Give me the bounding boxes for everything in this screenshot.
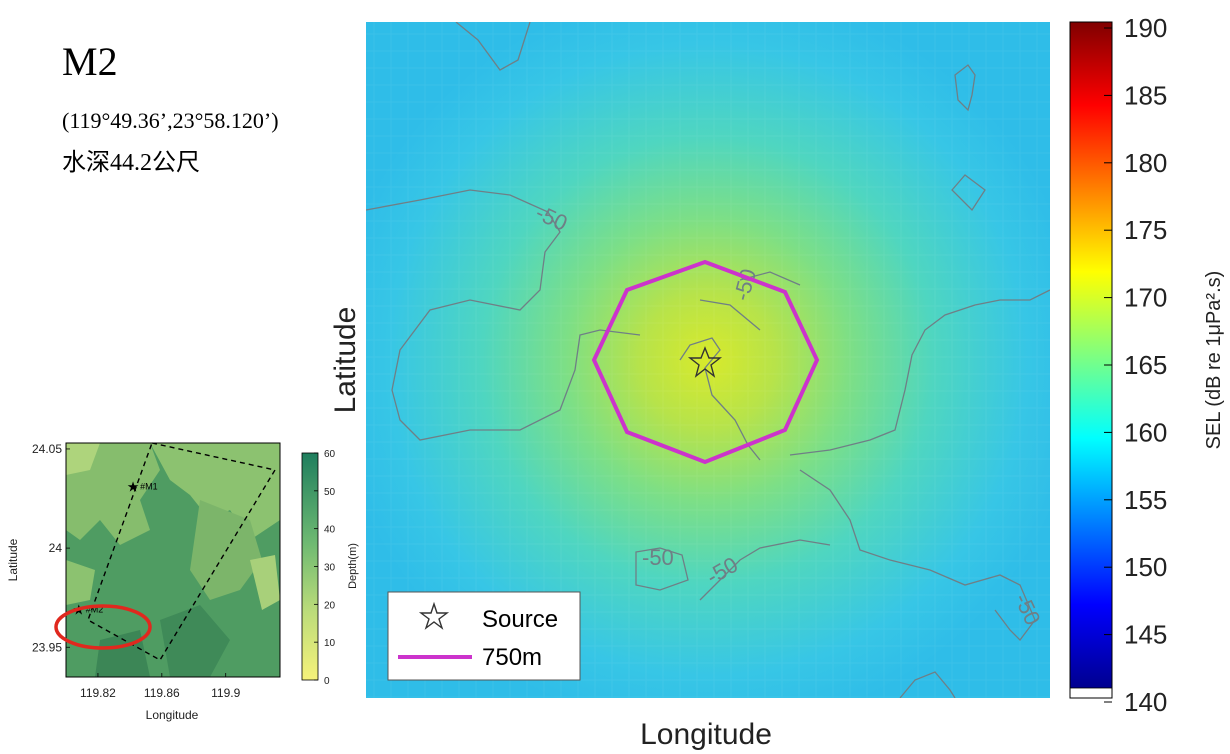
sel-colorbar-blank	[1069, 687, 1113, 699]
contour-line	[899, 671, 956, 698]
station-depth: 水深44.2公尺	[62, 150, 200, 176]
sel-colorbar-ticks: 190 185 180 175 170 165 160 155 150 145 140	[1104, 13, 1167, 717]
station-coordinates: (119°49.36’,23°58.120’)	[62, 108, 279, 133]
sel-colorbar-tick-label: 155	[1124, 485, 1167, 515]
inset-ticks: 119.82 119.86 119.9 24.05 24 23.95	[32, 442, 241, 700]
inset-x-tick-label: 119.9	[211, 686, 240, 700]
sel-pixel-grid	[366, 22, 1050, 698]
depth-colorbar-tick-label: 0	[324, 676, 330, 687]
legend-label-source: Source	[482, 606, 558, 633]
depth-colorbar-tick-label: 60	[324, 449, 336, 460]
sel-colorbar-tick-label: 190	[1124, 13, 1167, 43]
sel-colorbar-tick-label: 175	[1124, 215, 1167, 245]
page-title: M2	[62, 39, 118, 84]
contour-line	[699, 539, 831, 601]
inset-frame	[65, 442, 281, 678]
sel-colorbar-tick-label: 150	[1124, 552, 1167, 582]
station-label: #M2	[86, 605, 104, 615]
legend-star-icon	[418, 601, 450, 630]
x-axis-title: Longitude	[640, 718, 772, 751]
inset-y-tick-label: 24	[49, 541, 63, 555]
sel-contours	[366, 22, 1050, 698]
sel-colorbar-tick-label: 165	[1124, 350, 1167, 380]
depth-colorbar-ticks: 60 50 40 30 20 10 0	[314, 449, 336, 687]
source-star-icon	[687, 346, 723, 378]
legend-label-750m: 750m	[482, 644, 542, 671]
sel-colorbar-tick-label: 185	[1124, 80, 1167, 110]
depth-colorbar-tick-label: 40	[324, 525, 336, 536]
survey-area-boundary	[87, 442, 277, 661]
contour-line	[635, 547, 689, 591]
depth-colorbar-tick-label: 50	[324, 487, 336, 498]
contour-line	[789, 289, 1050, 456]
sel-colorbar-label: SEL (dB re 1μPa².s)	[1203, 271, 1225, 450]
contour-line	[954, 64, 976, 112]
contour-line	[366, 189, 641, 441]
sel-colorbar-frame	[1069, 21, 1113, 699]
inset-x-axis-title: Longitude	[146, 708, 199, 722]
inset-shallow-area	[250, 555, 280, 610]
sel-colorbar-tick-label: 140	[1124, 687, 1167, 717]
contour-line	[799, 469, 1036, 641]
depth-colorbar-tick-label: 20	[324, 600, 336, 611]
contour-label: -50	[642, 545, 674, 570]
inset-shallow-area	[150, 443, 280, 540]
sel-colorbar-gradient	[1070, 22, 1112, 688]
range-750m-polygon	[591, 259, 820, 465]
sel-legend: Source 750m	[387, 591, 581, 681]
depth-colorbar-tick-label: 30	[324, 563, 336, 574]
contour-line	[679, 337, 761, 461]
inset-deep-area	[160, 605, 230, 677]
sel-colorbar-tick-label: 145	[1124, 620, 1167, 650]
sel-colorbar-tick-label: 170	[1124, 283, 1167, 313]
inset-x-tick-label: 119.86	[144, 686, 180, 700]
inset-shallow-area	[66, 560, 95, 605]
legend-box	[387, 591, 581, 681]
sel-heatmap-plot: -50 -50 -50 -50 -50 Source 750m Longitud…	[329, 22, 1050, 751]
station-label: #M1	[140, 482, 158, 492]
sel-colorbar-tick-label: 160	[1124, 417, 1167, 447]
sel-colorbar: 190 185 180 175 170 165 160 155 150 145 140 SEL (d…	[1069, 13, 1225, 717]
depth-colorbar-label: Depth(m)	[347, 543, 359, 589]
inset-y-tick-label: 24.05	[32, 442, 62, 456]
contour-line	[951, 174, 986, 212]
inset-x-tick-label: 119.82	[80, 686, 116, 700]
inset-shallow-area	[66, 443, 100, 475]
inset-y-axis-title: Latitude	[6, 538, 20, 581]
contour-line	[455, 22, 531, 71]
m2-highlight-ellipse	[54, 604, 152, 650]
station-star-icon: ★	[127, 479, 140, 495]
depth-colorbar: 60 50 40 30 20 10 0 Depth(m)	[301, 449, 359, 687]
contour-line	[699, 299, 761, 331]
depth-colorbar-tick-label: 10	[324, 638, 336, 649]
inset-y-tick-label: 23.95	[32, 640, 62, 654]
y-axis-title: Latitude	[329, 307, 362, 414]
sel-colorbar-tick-label: 180	[1124, 148, 1167, 178]
